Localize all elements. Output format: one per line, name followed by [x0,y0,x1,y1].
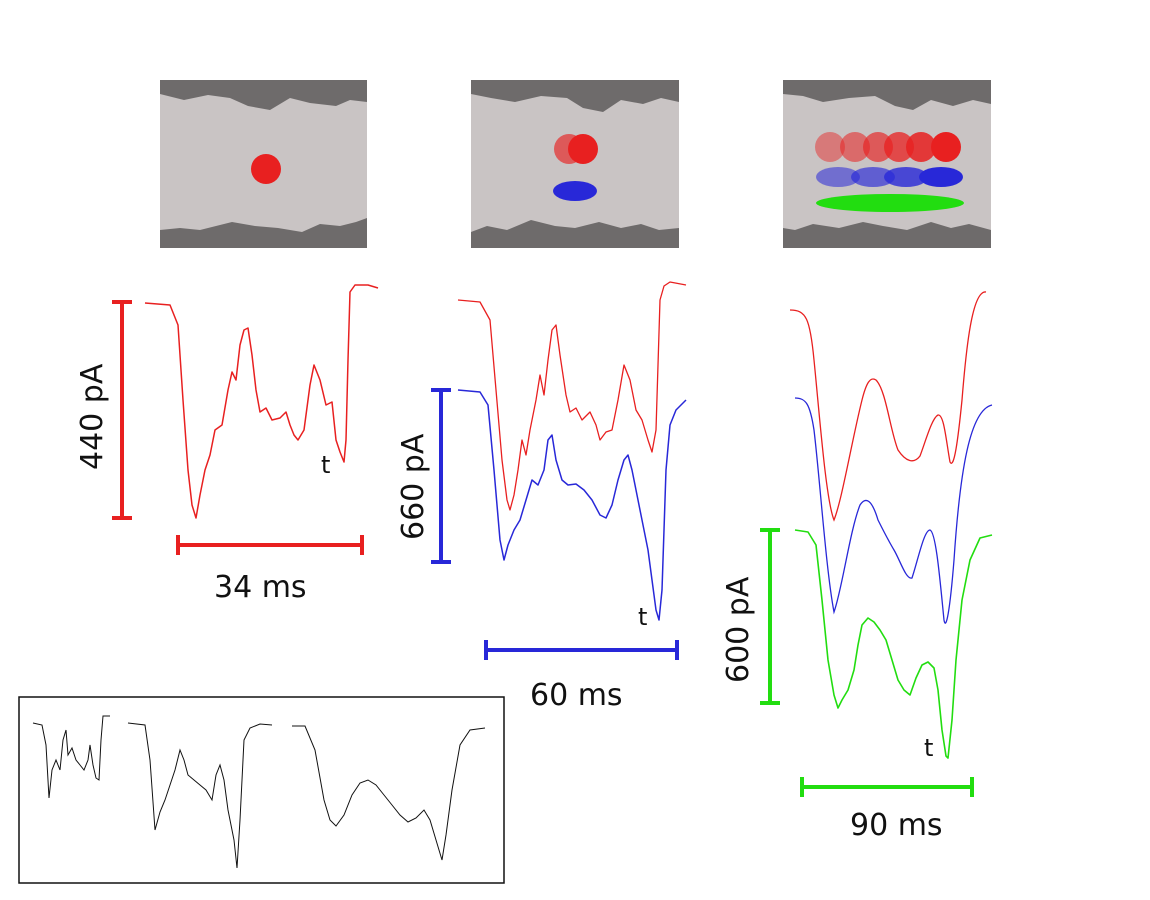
scale-bar-time [800,777,974,797]
red-particle [931,132,961,162]
scale-bar-time [176,535,364,555]
trace-blue [794,397,993,624]
red-particle [863,132,893,162]
channel-wall-top [471,80,679,112]
trace-red [457,281,687,511]
scale-bar-current [112,300,132,520]
channel-schematic-1 [160,80,367,248]
red-particle [840,132,870,162]
blue-ellipse [919,167,963,187]
scale-bar-time-label: 34 ms [214,570,307,605]
inset-frame [18,696,505,884]
inset-overview [18,696,505,884]
channel-background [783,80,991,248]
scale-bar-current-label: 440 pA [75,363,110,470]
channel-wall-bottom [160,218,367,248]
trace-end-marker: t [924,734,933,762]
panel-1-traces: t 440 pA 34 ms [75,284,379,605]
inset-trace-2 [127,722,273,869]
green-ellipse [816,194,964,212]
channel-wall-bottom [471,220,679,248]
red-particle [884,132,914,162]
trace-green [794,529,993,759]
trace-blue [457,389,687,621]
trace-red [789,291,987,522]
scale-bar-current [431,388,451,564]
scale-bar-time-label: 60 ms [530,678,623,713]
channel-wall-top [160,80,367,110]
channel-wall-top [783,80,991,110]
blue-ellipse [816,167,860,187]
blue-ellipse [553,181,597,201]
red-particle [815,132,845,162]
trace-end-marker: t [638,603,647,631]
red-particle [906,132,936,162]
trace-red [144,284,379,519]
channel-wall-bottom [783,222,991,248]
inset-trace-1 [32,715,110,799]
channel-background [471,80,679,248]
channel-schematic-3 [783,80,991,248]
channel-schematic-2 [471,80,679,248]
scale-bar-time [484,640,679,660]
red-particle [568,134,598,164]
inset-trace-3 [292,725,486,861]
scale-bar-current [760,528,780,705]
scale-bar-current-label: 600 pA [721,576,756,683]
trace-end-marker: t [321,451,330,479]
blue-ellipse [851,167,895,187]
scale-bar-time-label: 90 ms [850,808,943,843]
red-particle [251,154,281,184]
panel-2-traces: t 660 pA 60 ms [396,281,687,713]
blue-ellipse [884,167,928,187]
panel-3-traces: t 600 pA 90 ms [721,291,993,843]
scale-bar-current-label: 660 pA [396,433,431,540]
